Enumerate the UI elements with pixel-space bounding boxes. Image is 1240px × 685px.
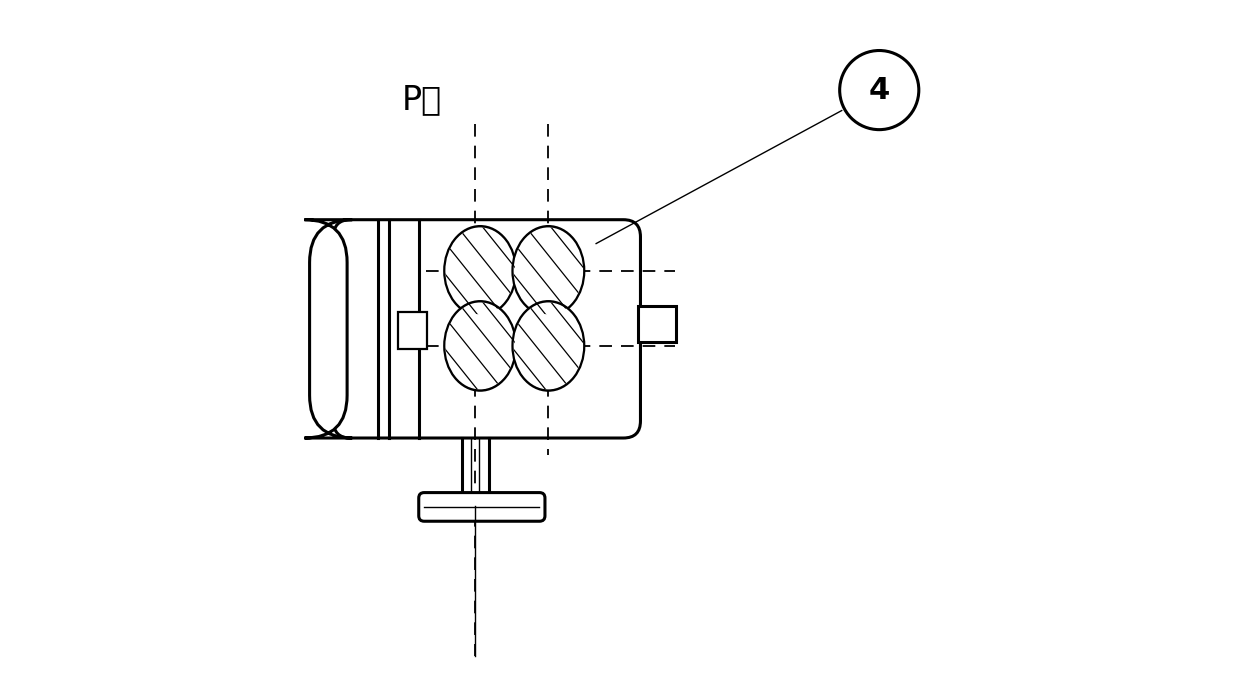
FancyBboxPatch shape — [334, 220, 641, 438]
Ellipse shape — [445, 227, 516, 315]
Ellipse shape — [445, 301, 516, 390]
Circle shape — [839, 51, 919, 129]
Ellipse shape — [445, 303, 515, 389]
Ellipse shape — [513, 227, 583, 314]
Bar — [398, 312, 427, 349]
FancyBboxPatch shape — [305, 220, 352, 438]
FancyBboxPatch shape — [419, 493, 544, 521]
Ellipse shape — [513, 301, 584, 390]
Text: 4: 4 — [868, 75, 890, 105]
Ellipse shape — [513, 303, 583, 389]
Ellipse shape — [445, 227, 515, 314]
Text: P向: P向 — [402, 84, 441, 116]
Ellipse shape — [513, 227, 584, 315]
Bar — [639, 306, 676, 342]
